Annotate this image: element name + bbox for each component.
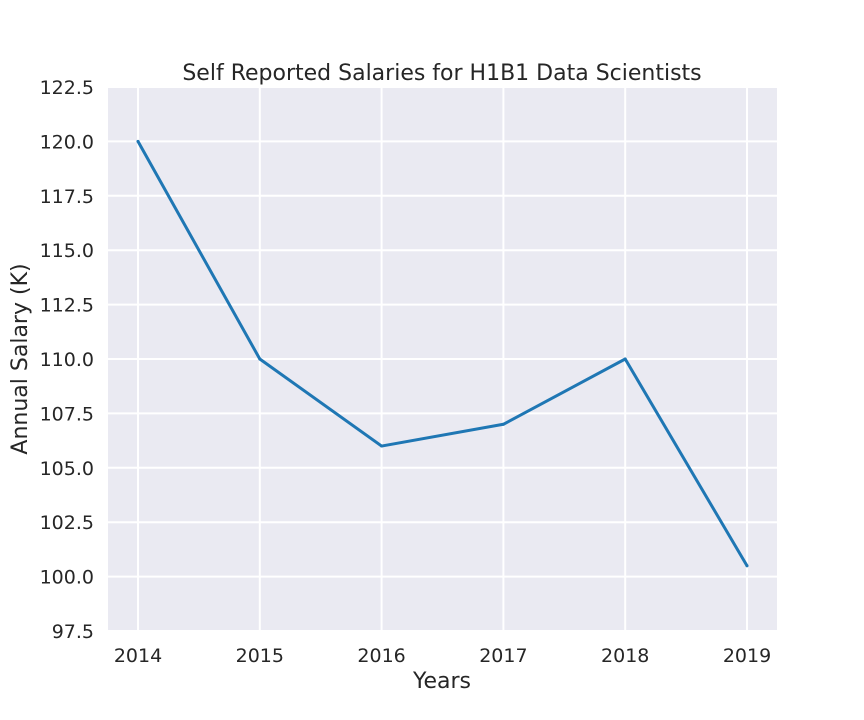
y-tick-label: 100.0 (40, 567, 94, 589)
grid (108, 86, 777, 632)
y-tick-label: 120.0 (40, 131, 94, 153)
data-point (623, 357, 627, 361)
series-line (136, 139, 749, 568)
y-tick-label: 122.5 (40, 77, 94, 99)
x-tick-label: 2014 (114, 645, 162, 667)
x-axis-ticks: 2014 2015 2016 2017 2018 2019 (114, 645, 771, 667)
y-tick-label: 107.5 (40, 403, 94, 425)
x-tick-label: 2016 (357, 645, 405, 667)
y-tick-label: 105.0 (40, 458, 94, 480)
x-axis-label: Years (412, 669, 471, 694)
data-point (380, 444, 384, 448)
y-tick-label: 115.0 (40, 240, 94, 262)
y-tick-label: 110.0 (40, 349, 94, 371)
chart-title: Self Reported Salaries for H1B1 Data Sci… (182, 61, 701, 86)
data-point (258, 357, 262, 361)
y-tick-label: 97.5 (52, 621, 94, 643)
data-point (745, 564, 749, 568)
y-axis-ticks: 97.5 100.0 102.5 105.0 107.5 110.0 112.5 115.0 1… (40, 77, 94, 643)
data-point (136, 139, 140, 143)
y-tick-label: 102.5 (40, 512, 94, 534)
y-tick-label: 117.5 (40, 186, 94, 208)
x-tick-label: 2018 (601, 645, 649, 667)
series-layer (136, 139, 749, 568)
x-tick-label: 2015 (236, 645, 284, 667)
x-tick-label: 2017 (479, 645, 527, 667)
y-tick-label: 112.5 (40, 295, 94, 317)
data-point (501, 422, 505, 426)
y-axis-label: Annual Salary (K) (8, 263, 33, 454)
x-tick-label: 2019 (723, 645, 771, 667)
